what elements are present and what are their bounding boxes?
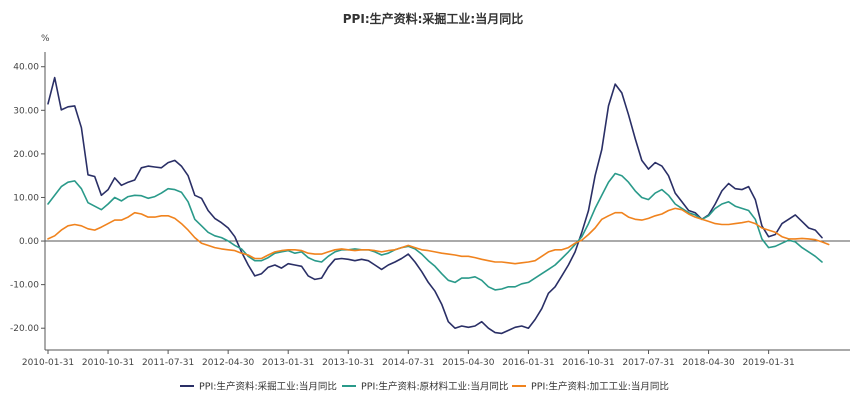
y-tick-label: 20.00 — [13, 150, 39, 160]
x-tick-label: 2013-01-31 — [262, 358, 314, 368]
x-tick-label: 2014-07-31 — [382, 358, 434, 368]
y-axis-unit-label: % — [41, 34, 50, 44]
series-group — [47, 76, 830, 335]
y-tick-label: -20.00 — [10, 324, 39, 334]
x-tick-label: 2010-01-31 — [22, 358, 74, 368]
legend: PPI:生产资料:采掘工业:当月同比 PPI:生产资料:原材料工业:当月同比 PPI… — [180, 381, 669, 393]
x-tick-label: 2017-07-31 — [622, 358, 674, 368]
y-tick-label: 0.00 — [19, 237, 39, 247]
legend-label-2: PPI:生产资料:原材料工业:当月同比 — [361, 381, 508, 393]
legend-label-1: PPI:生产资料:采掘工业:当月同比 — [199, 381, 337, 393]
legend-label-3: PPI:生产资料:加工工业:当月同比 — [531, 381, 669, 393]
y-tick-label: 30.00 — [13, 106, 39, 116]
x-tick-label: 2013-10-31 — [322, 358, 374, 368]
series-line-3 — [47, 207, 830, 265]
x-tick-label: 2016-10-31 — [562, 358, 614, 368]
chart-title: PPI:生产资料:采掘工业:当月同比 — [343, 11, 523, 26]
x-tick-label: 2015-04-30 — [442, 358, 495, 368]
series-line-1 — [47, 76, 823, 335]
x-tick-label: 2016-01-31 — [502, 358, 554, 368]
x-tick-label: 2019-01-31 — [742, 358, 794, 368]
x-tick-label: 2012-04-30 — [202, 358, 255, 368]
axes-group: 40.00 30.00 20.00 10.00 0.00 -10.00 -20.00 2010… — [10, 52, 850, 368]
x-tick-label: 2010-10-31 — [82, 358, 134, 368]
series-line-2 — [47, 172, 823, 291]
x-tick-label: 2011-07-31 — [142, 358, 194, 368]
y-tick-label: 10.00 — [13, 193, 39, 203]
y-tick-label: 40.00 — [13, 63, 39, 73]
x-tick-label: 2018-04-30 — [682, 358, 735, 368]
y-tick-label: -10.00 — [10, 281, 39, 291]
